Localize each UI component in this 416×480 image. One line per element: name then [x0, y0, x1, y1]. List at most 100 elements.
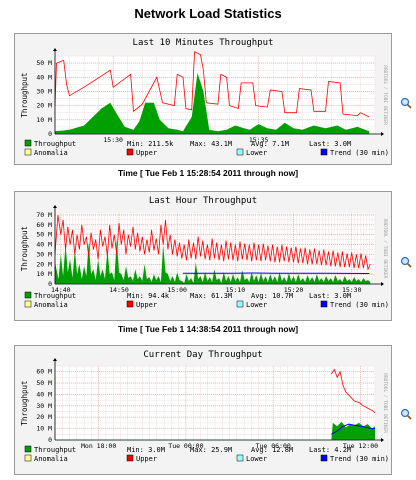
watermark: RRDTOOL / TOBI OETIKER — [382, 65, 388, 125]
legend-swatch — [24, 445, 32, 453]
legend-label: Lower — [246, 301, 267, 309]
x-tick-label: 15:30 — [342, 286, 362, 294]
x-tick-label: Tue 06:00 — [256, 442, 291, 450]
legend-label: Upper — [136, 301, 157, 309]
x-tick-label: 15:10 — [226, 286, 246, 294]
y-tick-label: 10 M — [36, 116, 52, 124]
legend-stat: Min: 3.0M — [127, 446, 165, 454]
trend-line — [331, 423, 375, 435]
legend-stat: Avg: 12.8M — [251, 446, 293, 454]
y-tick-label: 40 M — [36, 390, 52, 398]
legend-label: Throughput — [34, 446, 76, 454]
x-axis-arrow — [381, 438, 384, 442]
time-caption-10min: Time [ Tue Feb 1 15:28:54 2011 through n… — [117, 168, 299, 178]
legend-stat: Min: 94.4k — [127, 292, 170, 300]
x-tick-label: Tue 12:00 — [343, 442, 378, 450]
legend-stat: Avg: 10.7M — [251, 292, 293, 300]
legend-label: Anomalia — [34, 301, 68, 309]
chart-title: Last 10 Minutes Throughput — [133, 38, 274, 48]
trend-line — [182, 272, 370, 274]
y-axis-arrow — [53, 358, 57, 361]
y-tick-label: 10 M — [36, 425, 52, 433]
x-axis-arrow — [381, 132, 384, 136]
y-tick-label: 40 M — [36, 73, 52, 81]
zoom-icon[interactable] — [400, 405, 412, 420]
chart-panel-1hour: Last Hour Throughput 0 10 M 20 M 30 M 40 M 50 … — [14, 191, 392, 321]
zoom-icon-glyph — [400, 97, 412, 109]
y-tick-label: 60 M — [36, 368, 52, 376]
legend-swatch — [320, 300, 328, 308]
zoom-icon-glyph — [400, 408, 412, 420]
legend-swatch — [320, 148, 328, 156]
legend-swatch — [24, 300, 32, 308]
legend-swatch — [236, 454, 244, 462]
legend-label: Throughput — [34, 292, 76, 300]
chart-day-svg: Current Day Throughput 0 10 M 20 M 30 M 40 M 5… — [20, 350, 389, 463]
zoom-icon[interactable] — [400, 253, 412, 268]
y-tick-label: 0 — [48, 280, 52, 288]
x-tick-label: 14:50 — [109, 286, 129, 294]
page-title: Network Load Statistics — [134, 6, 282, 21]
time-caption-1hour: Time [ Tue Feb 1 14:38:54 2011 through n… — [117, 324, 299, 334]
legend-swatch — [236, 148, 244, 156]
legend-swatch — [236, 300, 244, 308]
legend-swatch — [24, 148, 32, 156]
upper-line — [54, 214, 371, 271]
y-tick-label: 0 — [48, 130, 52, 138]
zoom-icon-glyph — [400, 256, 412, 268]
legend-label: Trend (30 min) — [330, 455, 389, 463]
x-tick-label: 15:30 — [103, 136, 123, 144]
legend-stat: Last: 3.0M — [309, 292, 351, 300]
legend-stat: Avg: 7.1M — [251, 140, 289, 148]
watermark: RRDTOOL / TOBI OETIKER — [382, 373, 388, 433]
upper-line — [54, 51, 370, 118]
y-tick-label: 10 M — [36, 270, 52, 278]
legend-label: Upper — [136, 455, 157, 463]
x-tick-label: 15:20 — [284, 286, 304, 294]
y-tick-label: 20 M — [36, 102, 52, 110]
legend-swatch — [126, 148, 134, 156]
chart-panel-10min: Last 10 Minutes Throughput 0 10 M 20 M 30 M 4… — [14, 33, 392, 165]
legend-swatch — [320, 454, 328, 462]
legend-label: Trend (30 min) — [330, 301, 389, 309]
legend-label: Upper — [136, 149, 157, 157]
y-axis-arrow — [53, 205, 57, 208]
chart-panel-day: Current Day Throughput 0 10 M 20 M 30 M 40 M 5… — [14, 345, 392, 475]
y-tick-label: 50 M — [36, 59, 52, 67]
upper-line — [331, 368, 376, 414]
legend-swatch — [24, 139, 32, 147]
x-tick-label: 15:00 — [167, 286, 187, 294]
legend-stat: Last: 4.2M — [309, 446, 351, 454]
y-tick-label: 50 M — [36, 379, 52, 387]
x-tick-label: 15:35 — [249, 136, 269, 144]
legend-stat: Max: 25.9M — [190, 446, 232, 454]
chart-title: Current Day Throughput — [143, 350, 262, 360]
y-tick-label: 20 M — [36, 260, 52, 268]
throughput-area — [55, 239, 371, 284]
legend-swatch — [24, 291, 32, 299]
y-axis-label: Throughput — [20, 72, 29, 117]
legend-swatch — [24, 454, 32, 462]
legend-stat: Min: 211.5k — [127, 140, 174, 148]
legend-stat: Max: 43.1M — [190, 140, 232, 148]
chart-title: Last Hour Throughput — [149, 196, 257, 206]
legend-stat: Last: 3.0M — [309, 140, 351, 148]
legend-label: Anomalia — [34, 149, 68, 157]
chart-1hour-svg: Last Hour Throughput 0 10 M 20 M 30 M40 M 50 … — [20, 196, 389, 309]
y-tick-label: 20 M — [36, 413, 52, 421]
x-tick-label: Mon 18:00 — [81, 442, 116, 450]
y-tick-label: 50 M — [36, 231, 52, 239]
y-axis-arrow — [53, 48, 57, 51]
watermark: RRDTOOL / TOBI OETIKER — [382, 219, 388, 279]
legend-swatch — [126, 300, 134, 308]
legend-label: Lower — [246, 149, 267, 157]
y-tick-label: 70 M — [36, 211, 52, 219]
x-tick-label: Tue 00:00 — [168, 442, 203, 450]
y-tick-label: 40 M — [36, 241, 52, 249]
legend-stat: Max: 61.3M — [190, 292, 232, 300]
throughput-area — [55, 73, 370, 134]
zoom-icon[interactable] — [400, 94, 412, 109]
y-tick-label: 30 M — [36, 250, 52, 258]
legend-label: Anomalia — [34, 455, 68, 463]
